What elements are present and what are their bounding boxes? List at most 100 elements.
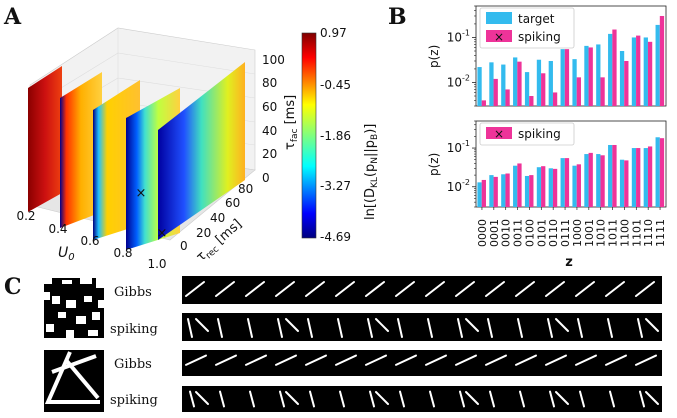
sample-stroke xyxy=(465,391,479,405)
bar-spiking-1100 xyxy=(624,160,629,207)
sample-stroke xyxy=(275,281,295,297)
bar-spiking-0010 xyxy=(505,173,510,207)
legend: target × spiking xyxy=(479,7,575,49)
bar-target-0110 xyxy=(548,168,553,207)
sample-stroke xyxy=(605,281,625,297)
tau-fac-tick: 60 xyxy=(262,100,277,114)
colorbar xyxy=(301,32,317,239)
bar-target-1101 xyxy=(631,148,637,207)
panel-c-letter: C xyxy=(4,274,22,300)
sample-stroke xyxy=(277,318,283,338)
sample-stroke xyxy=(365,354,387,366)
marker-black-x: × xyxy=(157,226,168,241)
sample-stroke xyxy=(245,281,265,297)
bar-spiking-0001 xyxy=(493,176,498,207)
tau-fac-axis-label: τfac [ms] xyxy=(283,95,300,150)
sample-stroke xyxy=(285,391,299,405)
x-tick-label: 0010 xyxy=(500,219,513,247)
slice-u0-0.2 xyxy=(28,66,62,212)
sample-stroke xyxy=(577,318,583,338)
bar-target-1011 xyxy=(608,33,613,106)
bar-spiking-0100 xyxy=(529,175,534,207)
sample-stroke xyxy=(459,390,465,408)
bar-spiking-0111 xyxy=(564,49,570,106)
sample-stroke xyxy=(639,390,645,408)
bar-spiking-1110 xyxy=(647,146,653,207)
bar-spiking-0101 xyxy=(541,166,546,207)
y-tick-label: 10-2 xyxy=(447,73,470,89)
legend-swatch-target xyxy=(486,12,512,24)
bar-target-1110 xyxy=(643,148,648,207)
sample-stroke xyxy=(219,390,225,408)
bar-spiking-0110 xyxy=(552,92,558,106)
sample-stroke xyxy=(275,354,297,366)
sample-stroke xyxy=(545,281,565,297)
bar-chart-2: 10-2 10-1 p(z) × spiking 00000001001000110100… xyxy=(427,120,667,247)
tau-rec-tick: 0 xyxy=(180,239,188,253)
panel-b-letter: B xyxy=(388,4,407,30)
sample-stroke xyxy=(519,390,525,408)
bar-target-1001 xyxy=(584,45,589,106)
colorbar-tick: 0.97 xyxy=(320,26,347,40)
sample-stroke xyxy=(305,354,327,366)
sample-stroke xyxy=(555,391,569,405)
tau-fac-tick: 0 xyxy=(262,171,270,185)
tau-rec-tick: 40 xyxy=(210,211,225,225)
y-axis-label: p(z) xyxy=(427,153,441,176)
u0-tick: 0.2 xyxy=(16,209,35,223)
bar-spiking-0001 xyxy=(493,78,498,106)
bar-spiking-1011 xyxy=(612,29,617,106)
sample-stroke xyxy=(425,281,445,297)
bar-target-1011 xyxy=(608,144,613,207)
sample-stroke xyxy=(375,318,389,332)
u0-tick: 0.6 xyxy=(80,234,99,248)
plot-frame xyxy=(475,5,667,107)
x-tick-label: 0100 xyxy=(523,219,536,247)
sample-strokes xyxy=(185,281,659,408)
bar-spiking-1000 xyxy=(576,164,581,207)
x-tick-label: 0101 xyxy=(535,219,548,247)
bar-spiking-1000 xyxy=(576,77,581,106)
bar-target-1000 xyxy=(572,59,577,106)
sample-stroke xyxy=(605,354,627,366)
bar-spiking-1010 xyxy=(600,155,605,207)
bar-spiking-0100 xyxy=(529,96,534,106)
sample-stroke xyxy=(485,354,507,366)
panel-a-letter: A xyxy=(3,4,22,30)
bar-target-0111 xyxy=(560,158,565,207)
bar-spiking-0000 xyxy=(481,100,486,106)
sample-stroke xyxy=(549,390,555,408)
pattern-thumbnail-2 xyxy=(44,350,104,412)
bar-spiking-1111 xyxy=(659,138,665,207)
y-axis-label: p(z) xyxy=(427,45,441,68)
legend-marker-x: × xyxy=(494,30,504,44)
tau-fac-tick: 100 xyxy=(262,53,285,67)
sample-stroke xyxy=(635,281,655,297)
sample-stroke xyxy=(369,390,375,408)
bar-spiking-1001 xyxy=(588,47,593,106)
sample-stroke xyxy=(187,318,193,338)
colorbar-tick: -4.69 xyxy=(320,230,351,244)
legend-swatch-spiking xyxy=(486,127,512,139)
row-label-gibbs: Gibbs xyxy=(114,285,152,300)
sample-stroke xyxy=(395,281,415,297)
bar-target-1100 xyxy=(619,51,625,106)
sample-stroke xyxy=(189,390,195,408)
x-tick-label: 0000 xyxy=(476,219,489,247)
bar-spiking-0110 xyxy=(552,168,558,207)
bar-target-1101 xyxy=(631,37,637,106)
sample-stroke xyxy=(305,281,325,297)
slice-u0-0.4 xyxy=(60,72,102,228)
bar-target-0001 xyxy=(489,175,494,207)
bar-target-0010 xyxy=(501,174,506,207)
sample-stroke xyxy=(195,318,209,332)
legend: × spiking xyxy=(479,122,575,146)
x-tick-label: 1110 xyxy=(642,219,655,247)
x-tick-label: 1100 xyxy=(618,219,631,247)
u0-tick-labels: 0.2 0.4 0.6 0.8 1.0 xyxy=(16,209,166,271)
bar-spiking-1111 xyxy=(659,15,665,107)
sample-stroke xyxy=(375,391,389,405)
sample-stroke xyxy=(455,354,477,366)
sample-stroke xyxy=(455,281,475,297)
